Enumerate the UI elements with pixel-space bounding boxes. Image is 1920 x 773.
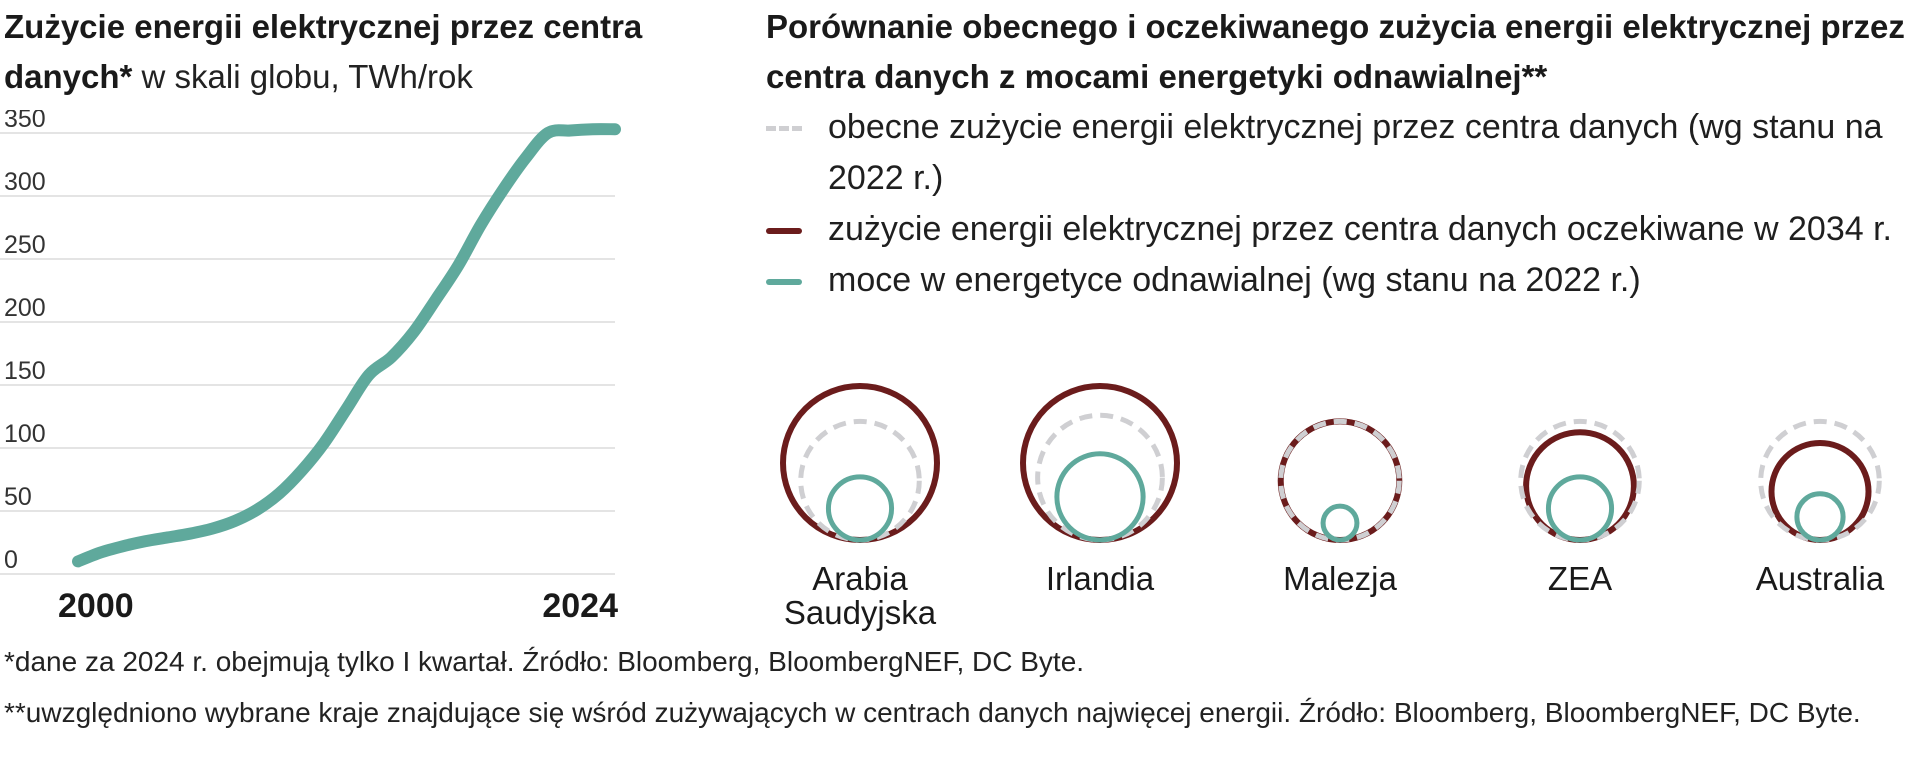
legend: obecne zużycie energii elektrycznej prze…	[766, 102, 1916, 306]
data-line	[72, 123, 621, 568]
legend-item-expected: zużycie energii elektrycznej przez centr…	[766, 204, 1916, 255]
legend-item-current: obecne zużycie energii elektrycznej prze…	[766, 102, 1916, 204]
left-chart-title-bold: Zużycie energii elektrycznej przez centr…	[4, 8, 643, 95]
x-tick-label: 2000	[58, 587, 134, 625]
country-label-line: ZEA	[1548, 560, 1612, 597]
country-label: Australia	[1756, 560, 1885, 597]
country-label: Arabia Saudyjska	[784, 560, 937, 631]
country-group: Australia	[1756, 418, 1885, 597]
y-tick-label: 100	[4, 420, 46, 448]
country-group: Irlandia	[1020, 383, 1180, 597]
legend-item-renewable: moce w energetyce odnawialnej (wg stanu …	[766, 255, 1916, 306]
left-chart-title: Zużycie energii elektrycznej przez centr…	[4, 2, 724, 102]
y-tick-label: 200	[4, 294, 46, 322]
legend-label-renewable: moce w energetyce odnawialnej (wg stanu …	[828, 261, 1641, 299]
renewable-circle	[825, 474, 895, 543]
country-label: ZEA	[1548, 560, 1612, 597]
circles-chart: Arabia Saudyjska Irlandia Malezja ZEA Austral…	[780, 383, 1885, 631]
y-tick-label: 250	[4, 231, 46, 259]
country-label-line: Saudyjska	[784, 594, 937, 631]
country-group: Arabia Saudyjska	[780, 383, 940, 631]
country-label-line: Australia	[1756, 560, 1885, 597]
renewable-circle	[1320, 503, 1360, 543]
legend-swatch-teal	[766, 279, 802, 285]
renewable-circle	[1794, 491, 1846, 543]
current-2022-circle	[1758, 418, 1882, 543]
current-2022-circle	[798, 418, 922, 543]
country-group: Malezja	[1277, 418, 1403, 597]
line-chart: 0 50 100 150 200 250 300 350 2000 2024	[0, 110, 621, 625]
country-label-line: Malezja	[1283, 560, 1397, 597]
expected-2034-circle	[780, 383, 940, 543]
x-tick-label: 2024	[542, 587, 618, 625]
legend-swatch-dashed	[766, 126, 802, 131]
legend-label-current: obecne zużycie energii elektrycznej prze…	[828, 108, 1883, 197]
footnote-1: *dane za 2024 r. obejmują tylko I kwarta…	[4, 646, 1085, 677]
country-label: Irlandia	[1046, 560, 1155, 597]
country-label-line: Arabia	[812, 560, 908, 597]
country-group: ZEA	[1518, 418, 1642, 597]
country-label: Malezja	[1283, 560, 1397, 597]
y-tick-label: 0	[4, 546, 18, 574]
y-tick-label: 50	[4, 483, 32, 511]
legend-label-expected: zużycie energii elektrycznej przez centr…	[828, 210, 1892, 248]
renewable-circle	[1545, 474, 1615, 543]
legend-swatch-dark-red	[766, 228, 802, 234]
y-tick-label: 150	[4, 357, 46, 385]
left-chart-title-unit: w skali globu, TWh/rok	[132, 58, 473, 95]
y-tick-label: 300	[4, 168, 46, 196]
right-chart-title: Porównanie obecnego i oczekiwanego zużyc…	[766, 8, 1905, 95]
renewable-circle	[1054, 451, 1146, 543]
country-label-line: Irlandia	[1046, 560, 1155, 597]
footnote-2: **uwzględniono wybrane kraje znajdujące …	[4, 697, 1861, 728]
expected-2034-circle	[1020, 383, 1180, 543]
y-tick-label: 350	[4, 110, 46, 133]
current-2022-circle	[1035, 412, 1165, 543]
